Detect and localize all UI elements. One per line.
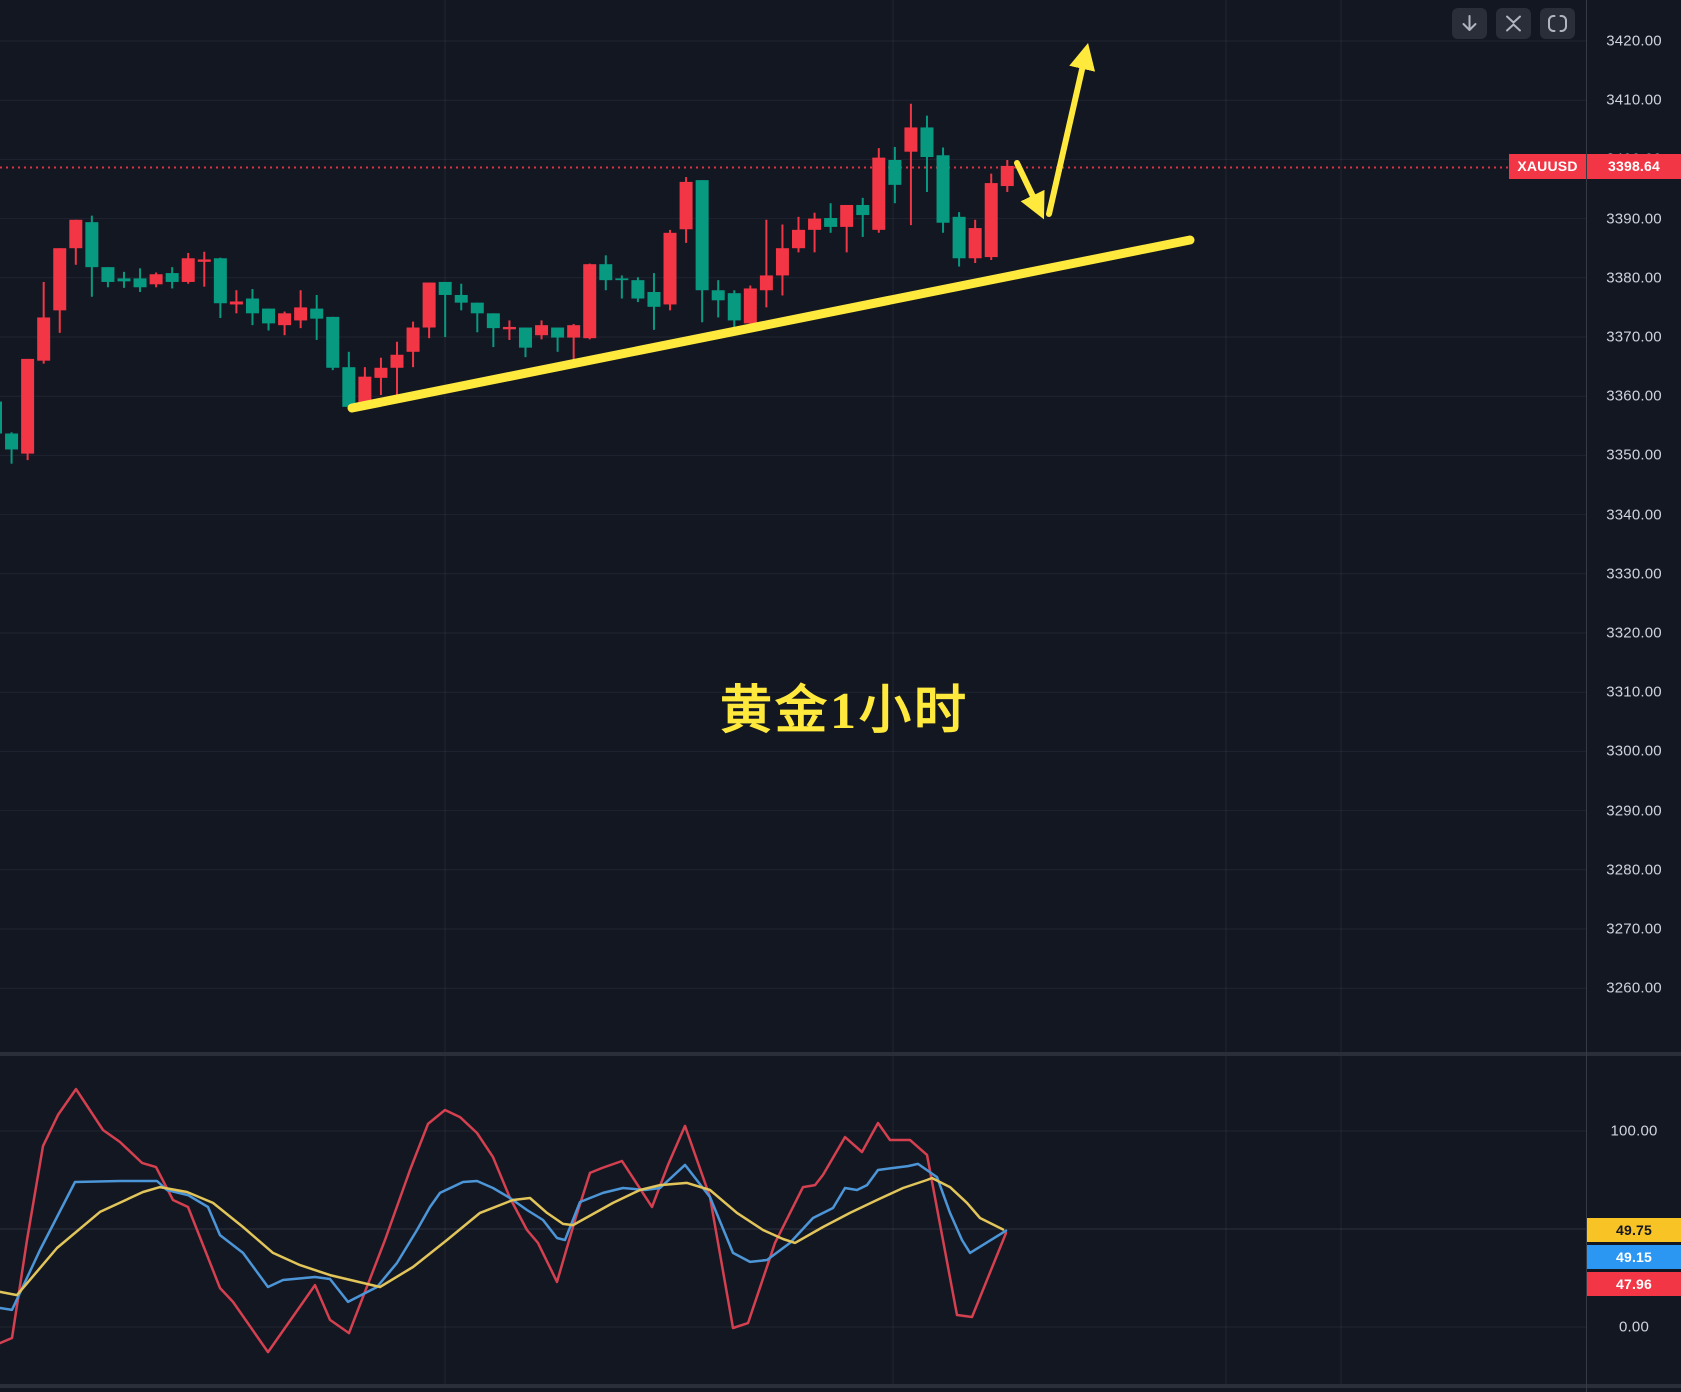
- price-axis-label: 3370.00: [1606, 328, 1662, 346]
- price-axis-label: 3330.00: [1606, 565, 1662, 583]
- kdj-k-line: [0, 1162, 1008, 1312]
- oscillator-axis-label: 100.00: [1610, 1122, 1658, 1140]
- price-axis-label: 3380.00: [1606, 269, 1662, 287]
- collapse-icon: [1506, 15, 1521, 32]
- price-axis-label: 3280.00: [1606, 861, 1662, 879]
- price-axis-label: 3260.00: [1606, 979, 1662, 997]
- arrow-up-drawing: [1046, 42, 1096, 217]
- price-axis-label: 3360.00: [1606, 387, 1662, 405]
- clipped-bottom-axis-label: 0.00000: [1600, 1389, 1651, 1392]
- grid-lines: [0, 0, 1586, 1384]
- scroll-to-recent-button[interactable]: [1452, 8, 1487, 39]
- kdj-d-value-tag: 49.75: [1587, 1218, 1681, 1242]
- restore-icon: [1548, 15, 1567, 32]
- arrow-down-drawing: [1014, 160, 1045, 220]
- kdj-j-value-tag: 47.96: [1587, 1272, 1681, 1296]
- price-axis-label: 3340.00: [1606, 506, 1662, 524]
- price-axis-label: 3390.00: [1606, 210, 1662, 228]
- chinese-annotation-text[interactable]: 黄金1小时: [720, 683, 970, 740]
- price-axis-label: 3410.00: [1606, 91, 1662, 109]
- kdj-d-line: [0, 1176, 1005, 1297]
- current-price-tag: 3398.64: [1587, 154, 1681, 179]
- arrow-down-icon: [1462, 15, 1477, 31]
- candlesticks: [0, 103, 1014, 464]
- price-axis-label: 3290.00: [1606, 802, 1662, 820]
- price-axis-label: 3310.00: [1606, 683, 1662, 701]
- price-scale[interactable]: 3420.003410.003400.003390.003380.003370.…: [1586, 0, 1681, 1392]
- yellow-drawings[interactable]: [347, 42, 1195, 413]
- trendline-drawing: [347, 235, 1195, 413]
- oscillator-axis-label: 0.00: [1619, 1318, 1649, 1336]
- collapse-pane-button[interactable]: [1496, 8, 1531, 39]
- kdj-oscillator-lines: [0, 1087, 1008, 1354]
- price-axis-label: 3300.00: [1606, 742, 1662, 760]
- price-axis-label: 3320.00: [1606, 624, 1662, 642]
- price-axis-label: 3270.00: [1606, 920, 1662, 938]
- restore-pane-button[interactable]: [1540, 8, 1575, 39]
- pane-separators: [0, 1052, 1681, 1388]
- symbol-tag: XAUUSD: [1509, 154, 1586, 179]
- kdj-k-value-tag: 49.15: [1587, 1245, 1681, 1269]
- price-axis-label: 3350.00: [1606, 446, 1662, 464]
- price-axis-label: 3420.00: [1606, 32, 1662, 50]
- kdj-j-line: [0, 1087, 1008, 1354]
